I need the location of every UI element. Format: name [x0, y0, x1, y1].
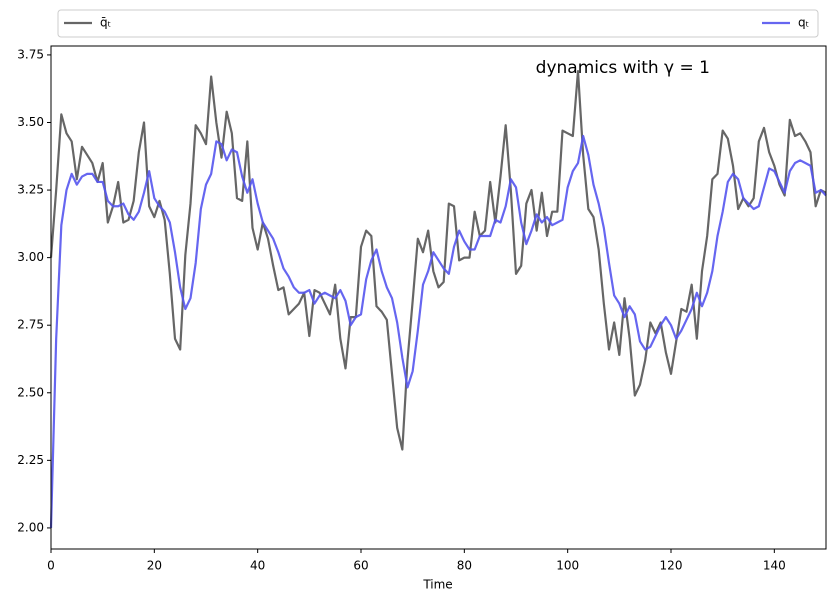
- y-tick-label: 2.75: [17, 318, 44, 332]
- x-tick-label: 140: [763, 559, 786, 573]
- legend-box: [57, 9, 819, 38]
- x-axis-label: Time: [422, 578, 452, 592]
- y-tick-label: 3.75: [17, 47, 44, 61]
- y-tick-label: 3.50: [17, 115, 44, 129]
- x-tick-label: 40: [250, 559, 265, 573]
- legend-label: qₜ: [798, 16, 809, 30]
- line-series: [49, 134, 827, 528]
- x-tick-label: 60: [353, 559, 368, 573]
- plot-frame: [50, 45, 827, 550]
- legend-label: q̄ₜ: [100, 16, 111, 30]
- x-tick-label: 0: [47, 559, 55, 573]
- y-tick-label: 2.25: [17, 453, 44, 467]
- annotation: dynamics with γ = 1: [536, 58, 710, 78]
- y-tick-label: 2.00: [17, 520, 44, 534]
- line-series: [49, 70, 827, 451]
- x-tick-label: 80: [457, 559, 472, 573]
- y-tick-label: 3.00: [17, 250, 44, 264]
- y-tick-label: 3.25: [17, 183, 44, 197]
- x-tick-label: 100: [556, 559, 579, 573]
- x-tick-label: 20: [147, 559, 162, 573]
- y-tick-label: 2.50: [17, 385, 44, 399]
- x-tick-label: 120: [660, 559, 683, 573]
